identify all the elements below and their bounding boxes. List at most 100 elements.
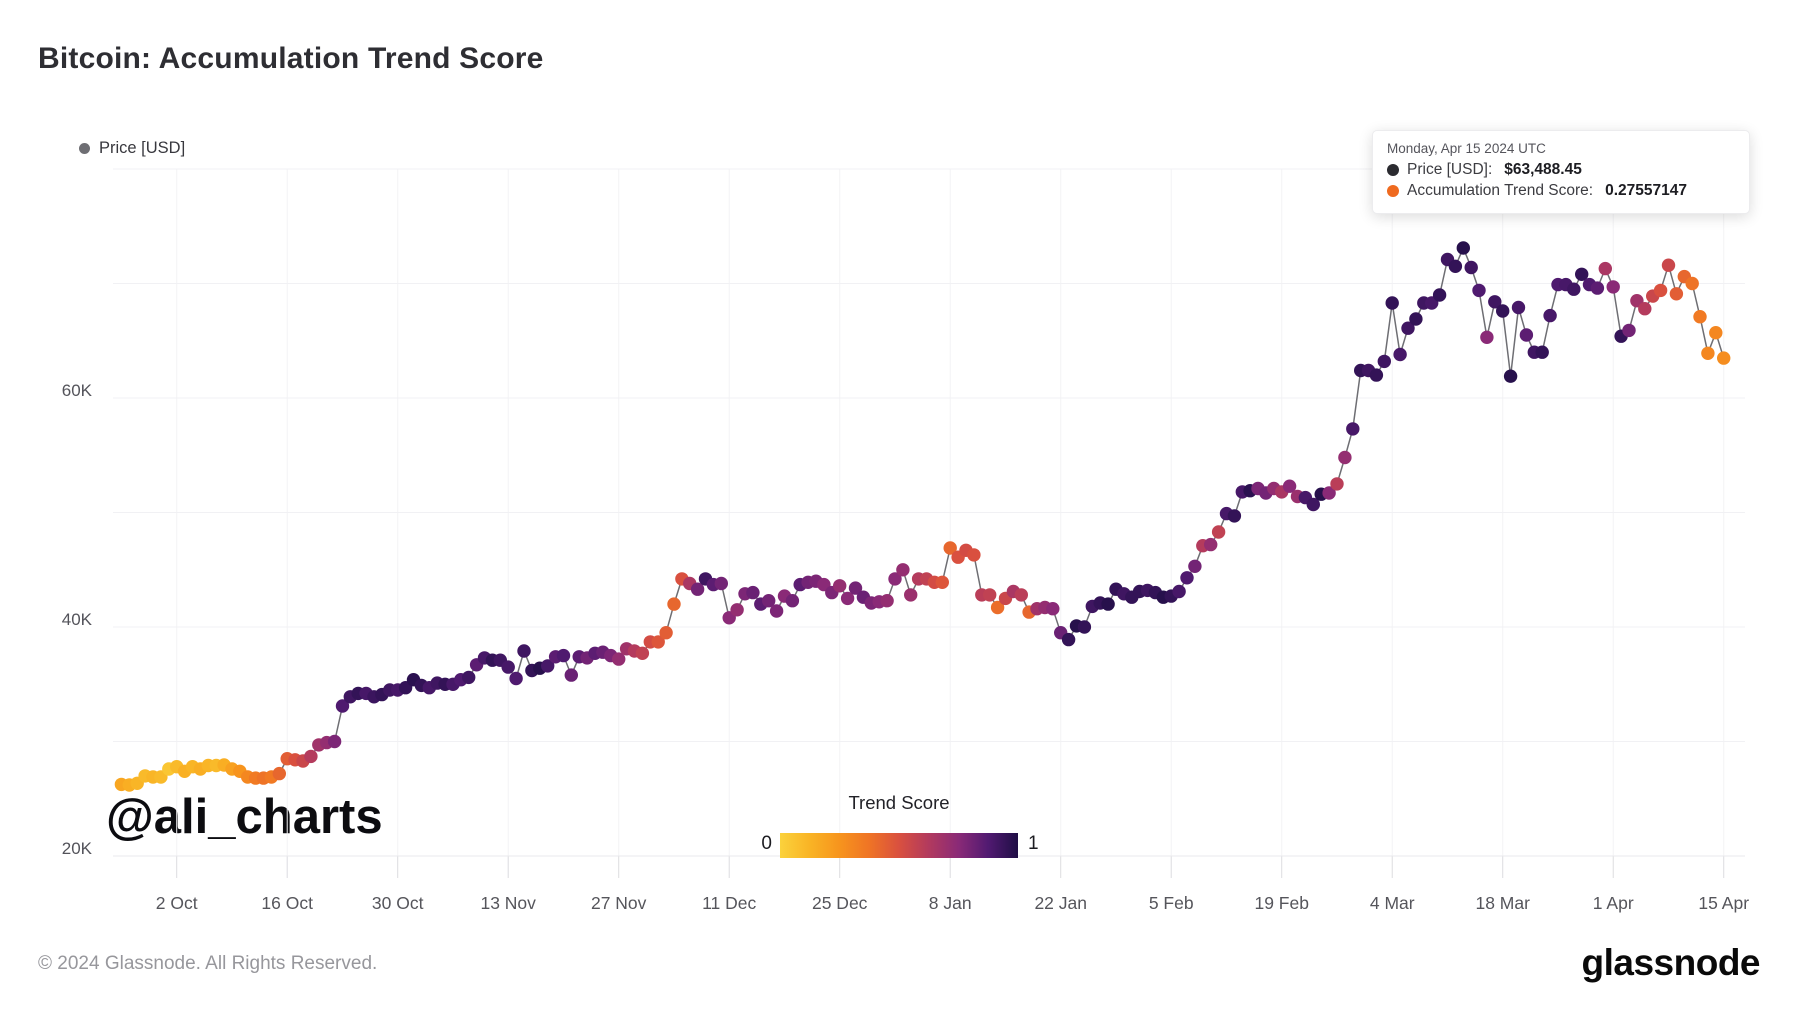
price-point <box>1511 300 1526 315</box>
x-axis-label: 11 Dec <box>702 893 756 913</box>
price-point <box>880 594 894 608</box>
y-axis-label: 20K <box>62 839 93 858</box>
tooltip-score-value: 0.27557147 <box>1605 182 1687 199</box>
price-point <box>1188 559 1202 573</box>
price-point <box>1369 368 1384 382</box>
price-point <box>1535 345 1549 359</box>
price-point <box>564 668 578 682</box>
price-point <box>888 572 902 586</box>
price-point <box>1472 283 1486 298</box>
price-point <box>635 646 650 660</box>
x-axis-label: 19 Feb <box>1254 893 1308 913</box>
price-point <box>1717 351 1731 365</box>
price-point <box>1377 354 1392 369</box>
price-point <box>1701 346 1715 360</box>
price-point <box>943 541 957 555</box>
price-point <box>1330 477 1344 491</box>
tooltip-price-label: Price [USD]: <box>1407 161 1493 178</box>
price-point <box>304 749 318 764</box>
price-point <box>840 591 855 606</box>
tooltip: Monday, Apr 15 2024 UTC Price [USD]: $63… <box>1372 130 1750 214</box>
price-point <box>1575 267 1589 281</box>
price-point <box>1401 321 1415 335</box>
price-point <box>1661 258 1676 272</box>
x-axis-label: 25 Dec <box>812 893 868 913</box>
price-point <box>1598 261 1613 276</box>
price-point <box>462 670 476 685</box>
price-point <box>612 652 626 666</box>
price-point <box>501 660 515 674</box>
price-point <box>335 699 350 713</box>
price-legend-dot-icon <box>79 143 90 154</box>
price-point <box>1488 295 1502 309</box>
price-point <box>967 548 981 562</box>
glassnode-logo: glassnode <box>1581 942 1761 983</box>
price-point <box>1077 620 1092 634</box>
price-dot-icon <box>1387 163 1399 176</box>
price-point <box>1496 304 1510 318</box>
price-point <box>1519 328 1534 342</box>
price-point <box>327 734 342 749</box>
price-point <box>1543 308 1557 323</box>
price-point <box>746 585 760 600</box>
price-point <box>1180 571 1194 585</box>
price-point <box>1306 497 1321 512</box>
tooltip-price-row: Price [USD]: $63,488.45 <box>1387 159 1733 180</box>
price-point <box>990 600 1005 615</box>
price-point <box>935 575 949 589</box>
price-point <box>1653 283 1668 298</box>
price-point <box>1014 588 1028 602</box>
price-point <box>848 581 863 595</box>
price-point <box>667 597 681 611</box>
price-point <box>1503 369 1518 383</box>
y-axis-label: 60K <box>62 381 93 400</box>
price-point <box>1393 347 1407 362</box>
colorbar-max-label: 1 <box>1028 833 1039 854</box>
price-point <box>272 766 286 781</box>
price-point <box>762 594 776 608</box>
x-axis-label: 18 Mar <box>1475 893 1530 913</box>
price-point <box>1709 326 1723 340</box>
copyright-text: © 2024 Glassnode. All Rights Reserved. <box>38 953 378 974</box>
price-point <box>1338 450 1352 465</box>
x-axis-label: 15 Apr <box>1698 893 1749 913</box>
price-point <box>1061 632 1076 647</box>
price-point <box>1385 296 1399 310</box>
price-point <box>1448 259 1463 273</box>
watermark: @ali_charts <box>106 790 383 844</box>
price-point <box>785 594 800 608</box>
price-point <box>1322 486 1336 500</box>
price-point <box>1606 280 1620 294</box>
price-legend-label: Price [USD] <box>99 139 186 157</box>
price-point <box>517 644 531 658</box>
price-line <box>121 247 1725 786</box>
price-point <box>509 671 523 686</box>
price-point <box>983 588 997 602</box>
price-point <box>1409 312 1423 326</box>
price-point <box>1432 288 1447 302</box>
x-axis-label: 27 Nov <box>591 893 647 913</box>
x-axis-label: 22 Jan <box>1034 893 1087 913</box>
series-legend[interactable]: Price [USD] <box>79 139 185 158</box>
x-axis-label: 16 Oct <box>261 893 313 913</box>
colorbar-gradient <box>780 833 1018 858</box>
tooltip-date: Monday, Apr 15 2024 UTC <box>1387 141 1546 156</box>
price-point <box>1346 422 1360 436</box>
colorbar-title: Trend Score <box>848 792 950 813</box>
y-axis-label: 40K <box>62 610 93 629</box>
x-axis-label: 5 Feb <box>1149 893 1194 913</box>
price-point <box>1204 537 1218 552</box>
x-axis-label: 1 Apr <box>1593 893 1634 913</box>
price-point <box>541 659 555 673</box>
price-point <box>1227 509 1242 523</box>
price-point <box>1567 282 1581 296</box>
price-point <box>1101 597 1115 611</box>
tooltip-score-label: Accumulation Trend Score: <box>1407 182 1594 199</box>
price-point <box>659 626 673 640</box>
price-point <box>833 579 847 593</box>
price-point <box>1669 287 1684 301</box>
price-point <box>1464 260 1478 275</box>
price-point <box>1685 276 1699 291</box>
price-point <box>730 603 744 617</box>
